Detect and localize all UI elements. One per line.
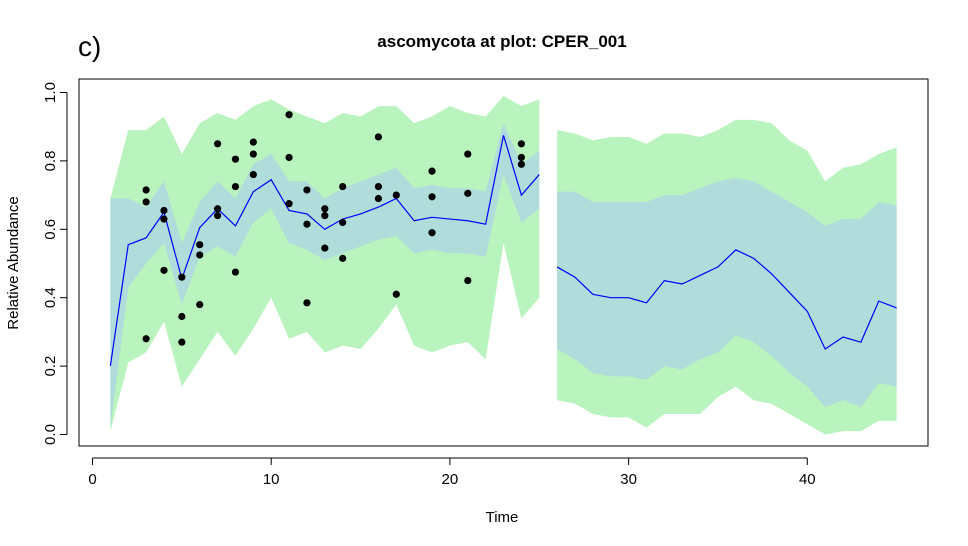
mean-line-segment-2 [556,249,897,350]
data-point [213,205,222,213]
data-point [428,167,436,175]
data-point [303,186,311,194]
plot-area [109,95,897,435]
x-tick-label: 10 [263,471,280,488]
data-point [464,277,472,285]
data-point [517,140,525,148]
data-point [517,160,525,168]
data-point [517,153,525,162]
data-point [160,206,168,215]
data-point [339,218,347,227]
data-point [196,300,204,309]
x-tick-label: 30 [620,471,637,488]
x-axis: 0 10 20 30 40 [88,457,816,488]
data-point [213,212,222,220]
y-tick-label: 0.6 [42,219,59,240]
x-axis-label: Time [486,509,519,526]
data-point [374,133,383,141]
data-point [428,229,436,237]
data-point [303,299,311,307]
data-point [213,140,222,148]
y-tick-label: 0.2 [42,356,59,377]
data-point [285,111,293,119]
data-point [178,312,186,321]
data-point [231,268,240,276]
data-point [339,254,347,262]
data-point [285,200,293,208]
y-axis: 0.0 0.2 0.4 0.6 0.8 1.0 [42,82,68,445]
y-tick-label: 0.8 [42,150,59,171]
data-point [160,215,168,223]
y-tick-label: 1.0 [42,82,59,103]
data-point [392,290,400,298]
ci50-band-segment-2 [557,178,897,408]
y-tick-label: 0.4 [42,287,59,308]
data-point [464,150,472,158]
x-tick-label: 20 [442,471,459,488]
data-point [374,182,383,191]
data-point [196,241,204,249]
data-point [285,153,293,162]
data-point [231,182,240,191]
y-tick-label: 0.0 [42,424,59,445]
data-point [339,182,347,191]
data-point [374,194,383,203]
data-point [321,244,329,252]
plot-frame [78,78,929,447]
data-point [196,251,204,259]
data-point [160,266,168,274]
data-point [178,273,186,281]
x-tick-label: 40 [799,471,816,488]
data-point [249,170,257,179]
data-point [142,198,150,206]
data-point [249,150,257,158]
x-tick-label: 0 [88,471,96,488]
y-axis-label: Relative Abundance [5,196,22,329]
data-point [142,335,150,343]
data-point [178,338,186,346]
data-point [464,189,472,197]
ci95-band-segment-1 [110,95,540,432]
data-point [321,212,329,220]
data-point [142,186,150,194]
data-point [249,138,257,146]
panel-label: c) [78,31,101,62]
data-point [321,205,329,213]
data-point [428,193,436,201]
data-point [303,220,311,228]
data-point [231,155,240,163]
data-point [392,191,400,199]
chart-title: ascomycota at plot: CPER_001 [377,32,626,51]
